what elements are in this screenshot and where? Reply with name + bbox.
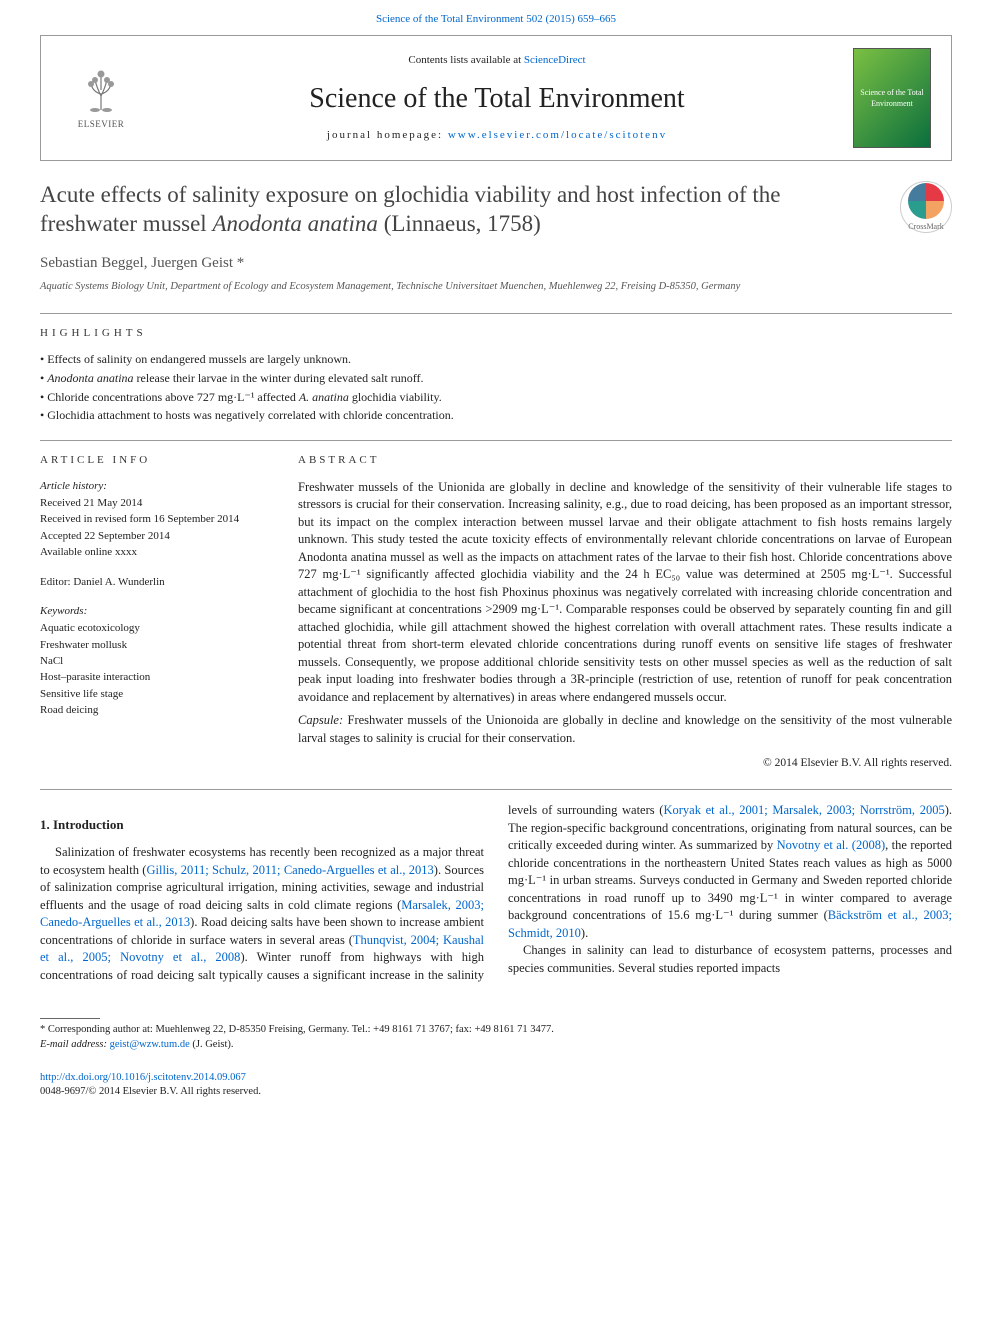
cover-text: Science of the Total Environment: [858, 87, 926, 109]
editor-block: Editor: Daniel A. Wunderlin: [40, 575, 270, 590]
abstract-label: ABSTRACT: [298, 453, 952, 468]
corr-label: * Corresponding author at:: [40, 1024, 155, 1035]
email-link[interactable]: geist@wzw.tum.de: [110, 1039, 190, 1050]
keyword: Host–parasite interaction: [40, 670, 270, 685]
crossmark-label: CrossMark: [908, 221, 944, 232]
sciencedirect-link[interactable]: ScienceDirect: [524, 54, 586, 66]
keywords-block: Keywords: Aquatic ecotoxicology Freshwat…: [40, 604, 270, 719]
homepage-link[interactable]: www.elsevier.com/locate/scitotenv: [448, 129, 667, 141]
abstract-column: ABSTRACT Freshwater mussels of the Union…: [298, 453, 952, 771]
article-header: CrossMark Acute effects of salinity expo…: [40, 181, 952, 294]
editor-name: Daniel A. Wunderlin: [73, 576, 164, 588]
crossmark-ring-icon: [908, 183, 944, 219]
abstract-text: Freshwater mussels of the Unionida are g…: [298, 479, 952, 707]
contents-prefix: Contents lists available at: [408, 54, 523, 66]
keyword: Freshwater mollusk: [40, 638, 270, 653]
article-info-column: ARTICLE INFO Article history: Received 2…: [40, 453, 270, 771]
hl-text: • Chloride concentrations above 727 mg·L…: [40, 390, 299, 404]
footer-block: http://dx.doi.org/10.1016/j.scitotenv.20…: [40, 1071, 952, 1100]
citation-link[interactable]: Novotny et al. (2008): [777, 838, 886, 852]
journal-header-box: ELSEVIER Contents lists available at Sci…: [40, 35, 952, 161]
keywords-heading: Keywords:: [40, 604, 270, 619]
editor-label: Editor:: [40, 576, 73, 588]
introduction-section: 1. Introduction Salinization of freshwat…: [40, 802, 952, 1053]
hl-text: • Glochidia attachment to hosts was nega…: [40, 408, 454, 422]
intro-heading: 1. Introduction: [40, 816, 484, 834]
footnote-rule: [40, 1018, 100, 1019]
highlight-item: • Chloride concentrations above 727 mg·L…: [40, 389, 952, 406]
history-block: Article history: Received 21 May 2014 Re…: [40, 479, 270, 561]
info-abstract-row: ARTICLE INFO Article history: Received 2…: [40, 453, 952, 771]
highlights-list: • Effects of salinity on endangered muss…: [40, 351, 952, 424]
journal-citation-top[interactable]: Science of the Total Environment 502 (20…: [0, 0, 992, 35]
keyword: Road deicing: [40, 703, 270, 718]
rule-1: [40, 313, 952, 314]
hl-post: release their larvae in the winter durin…: [134, 371, 424, 385]
t: ).: [581, 926, 588, 940]
history-line: Available online xxxx: [40, 545, 270, 560]
citation-link[interactable]: Koryak et al., 2001; Marsalek, 2003; Nor…: [663, 803, 944, 817]
journal-name: Science of the Total Environment: [141, 79, 853, 118]
elsevier-label: ELSEVIER: [78, 118, 125, 131]
elsevier-logo: ELSEVIER: [61, 58, 141, 138]
journal-cover-thumbnail: Science of the Total Environment: [853, 48, 931, 148]
elsevier-tree-icon: [77, 66, 125, 114]
highlight-item: • Glochidia attachment to hosts was nega…: [40, 407, 952, 424]
corr-text: Muehlenweg 22, D-85350 Freising, Germany…: [155, 1024, 553, 1035]
article-info-label: ARTICLE INFO: [40, 453, 270, 468]
hl-it: A. anatina: [299, 390, 349, 404]
title-species: Anodonta anatina: [212, 211, 377, 236]
history-line: Received 21 May 2014: [40, 496, 270, 511]
header-center: Contents lists available at ScienceDirec…: [141, 53, 853, 143]
issn-copyright: 0048-9697/© 2014 Elsevier B.V. All right…: [40, 1086, 261, 1097]
article-title: Acute effects of salinity exposure on gl…: [40, 181, 952, 239]
citation-link[interactable]: Gillis, 2011; Schulz, 2011; Canedo-Argue…: [146, 863, 433, 877]
keyword: Sensitive life stage: [40, 687, 270, 702]
intro-columns: 1. Introduction Salinization of freshwat…: [40, 802, 952, 1053]
hl-it: Anodonta anatina: [47, 371, 133, 385]
corr-line: * Corresponding author at: Muehlenweg 22…: [40, 1023, 952, 1038]
hl-text: • Effects of salinity on endangered muss…: [40, 352, 351, 366]
capsule-label: Capsule:: [298, 713, 348, 727]
homepage-line: journal homepage: www.elsevier.com/locat…: [141, 128, 853, 143]
highlight-item: • Anodonta anatina release their larvae …: [40, 370, 952, 387]
rule-3: [40, 789, 952, 790]
email-line: E-mail address: geist@wzw.tum.de (J. Gei…: [40, 1038, 952, 1053]
doi-link[interactable]: http://dx.doi.org/10.1016/j.scitotenv.20…: [40, 1072, 246, 1083]
capsule-text: Freshwater mussels of the Unionoida are …: [298, 713, 952, 745]
affiliation: Aquatic Systems Biology Unit, Department…: [40, 280, 952, 295]
title-post: (Linnaeus, 1758): [378, 211, 541, 236]
intro-para-2: Changes in salinity can lead to disturba…: [508, 942, 952, 977]
homepage-prefix: journal homepage:: [327, 129, 448, 141]
highlight-item: • Effects of salinity on endangered muss…: [40, 351, 952, 368]
authors: Sebastian Beggel, Juergen Geist *: [40, 253, 952, 274]
rule-2: [40, 440, 952, 441]
email-suffix: (J. Geist).: [190, 1039, 234, 1050]
history-line: Received in revised form 16 September 20…: [40, 512, 270, 527]
highlights-label: HIGHLIGHTS: [40, 326, 952, 341]
corresponding-author-footnote: * Corresponding author at: Muehlenweg 22…: [40, 1012, 952, 1052]
contents-line: Contents lists available at ScienceDirec…: [141, 53, 853, 68]
keyword: NaCl: [40, 654, 270, 669]
history-heading: Article history:: [40, 479, 270, 494]
capsule: Capsule: Freshwater mussels of the Union…: [298, 712, 952, 747]
keyword: Aquatic ecotoxicology: [40, 621, 270, 636]
email-label: E-mail address:: [40, 1039, 110, 1050]
crossmark-badge[interactable]: CrossMark: [900, 181, 952, 233]
abstract-copyright: © 2014 Elsevier B.V. All rights reserved…: [298, 755, 952, 771]
history-line: Accepted 22 September 2014: [40, 529, 270, 544]
hl-post: glochidia viability.: [349, 390, 442, 404]
